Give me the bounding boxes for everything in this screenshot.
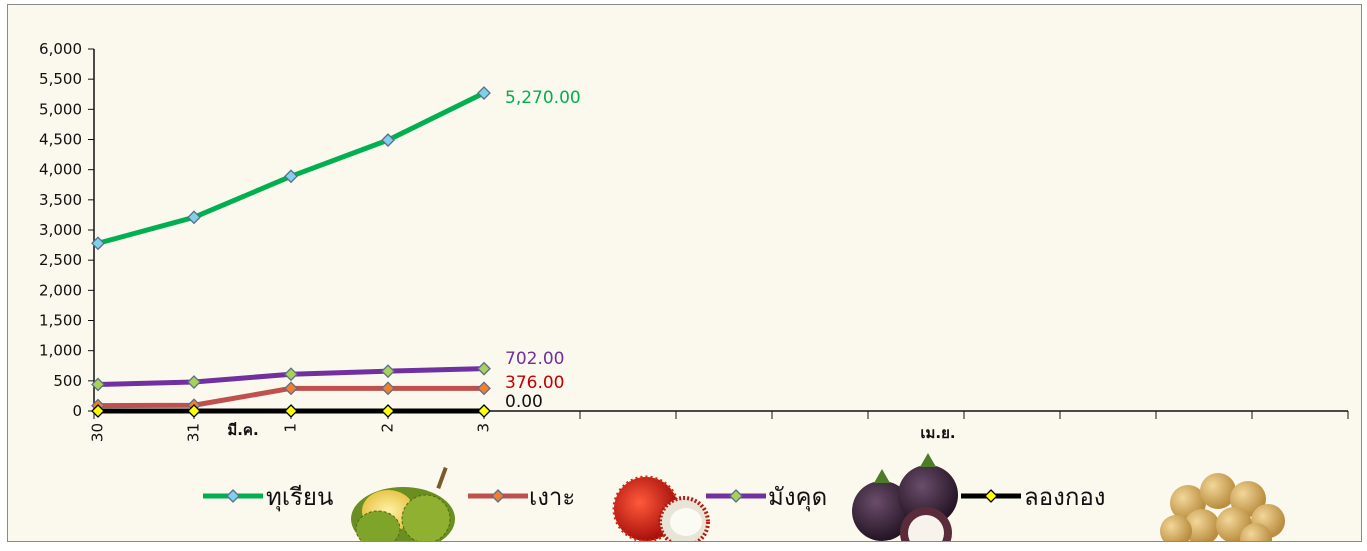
y-tick-label: 1,500: [39, 312, 82, 330]
legend-label: เงาะ: [529, 483, 575, 511]
y-tick-label: 500: [53, 372, 82, 390]
data-label: 5,270.00: [505, 88, 581, 108]
y-tick-label: 2,500: [39, 251, 82, 269]
data-point: [381, 133, 395, 148]
data-label: 0.00: [505, 392, 543, 412]
legend-label: มังคุด: [768, 483, 827, 512]
y-tick-label: 6,000: [39, 40, 82, 58]
x-tick-label: 2: [379, 423, 397, 433]
data-point: [187, 404, 201, 418]
data-point: [477, 381, 491, 396]
legend-label: ลองกอง: [1024, 483, 1106, 511]
y-tick-label: 5,500: [39, 70, 82, 88]
data-point: [91, 404, 105, 418]
longkong-image: [1160, 473, 1285, 541]
x-month-label: มี.ค.: [227, 421, 258, 439]
legend-marker: [984, 489, 998, 503]
series-line: [97, 90, 486, 246]
x-tick-label: 31: [185, 423, 203, 442]
data-point: [187, 210, 201, 225]
legend-marker: [491, 489, 505, 503]
y-tick-label: 1,000: [39, 342, 82, 360]
x-month-label: เม.ย.: [920, 424, 955, 442]
mangosteen-image: [852, 453, 958, 541]
data-point: [284, 169, 298, 184]
y-tick-label: 4,000: [39, 161, 82, 179]
data-point: [477, 86, 491, 100]
y-tick-label: 0: [72, 402, 82, 420]
y-tick-label: 5,000: [39, 100, 82, 118]
data-point: [284, 404, 298, 418]
x-tick-label: 3: [475, 423, 493, 433]
line-chart: 0 500 1,000 1,500 2,000 2,500 3,000 3,500 4,000 4…: [39, 40, 1349, 541]
durian-image: [351, 466, 455, 541]
y-tick-label: 2,000: [39, 281, 82, 299]
y-tick-label: 4,500: [39, 131, 82, 149]
data-point: [477, 361, 491, 376]
data-point: [187, 375, 201, 389]
data-point: [381, 404, 395, 418]
data-point: [381, 381, 395, 396]
legend-label: ทุเรียน: [266, 483, 333, 512]
data-label: 702.00: [505, 349, 564, 369]
y-tick-label: 3,500: [39, 191, 82, 209]
y-tick-label: 3,000: [39, 221, 82, 239]
data-point: [284, 381, 298, 396]
data-point: [91, 236, 105, 251]
x-tick-label: 1: [282, 423, 300, 433]
data-point: [91, 377, 105, 392]
data-point: [477, 404, 491, 418]
rambutan-image: [612, 475, 710, 541]
legend-marker: [729, 489, 743, 503]
data-point: [381, 364, 395, 379]
chart-frame: 0 500 1,000 1,500 2,000 2,500 3,000 3,500 4,000 4…: [7, 4, 1362, 542]
data-label: 376.00: [505, 373, 564, 393]
data-point: [284, 367, 298, 382]
x-tick-label: 30: [89, 423, 107, 442]
legend-marker: [226, 489, 240, 503]
